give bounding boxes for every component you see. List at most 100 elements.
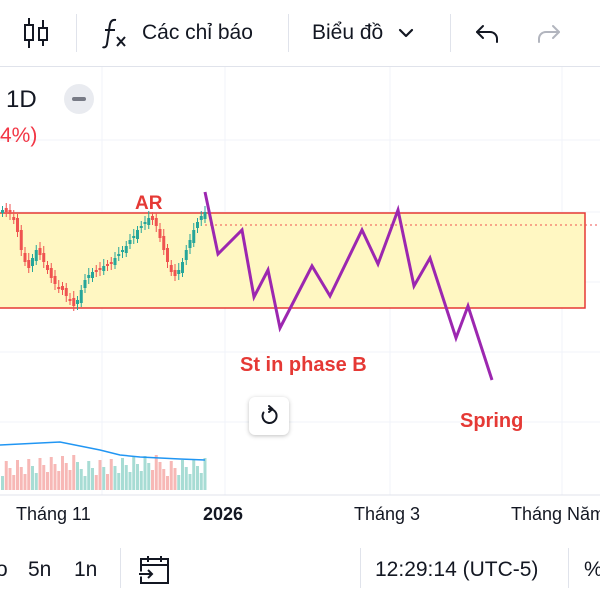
calendar-goto-icon <box>138 556 169 584</box>
candlestick-icon <box>24 18 48 48</box>
volume-bar <box>102 467 106 490</box>
volume-bar <box>19 467 23 490</box>
wyckoff-projection-line[interactable] <box>203 191 494 381</box>
candle-body <box>181 262 184 273</box>
candle-body <box>184 250 188 260</box>
volume-bar <box>98 460 102 490</box>
reset-chart-button[interactable] <box>249 397 289 435</box>
toolbar-divider <box>76 14 77 52</box>
ar-label: AR <box>135 193 163 214</box>
candle-body <box>188 240 192 248</box>
time-label-thang-nam: Tháng Năm <box>511 504 600 524</box>
percent-scale-toggle[interactable]: % <box>584 540 600 600</box>
volume-bar <box>53 464 57 490</box>
candle-body <box>61 286 64 290</box>
candle-body <box>8 210 12 214</box>
volume-bar <box>166 476 169 490</box>
undo-button[interactable] <box>474 0 500 66</box>
volume-bar <box>76 462 79 490</box>
volume-bar <box>154 455 158 490</box>
candle-body <box>106 264 109 266</box>
volume-bar <box>162 469 166 490</box>
candle-body <box>177 270 181 274</box>
volume-bar <box>4 461 8 490</box>
candle-body <box>83 280 87 288</box>
clock-timezone[interactable]: 12:29:14 (UTC-5) <box>375 558 539 581</box>
candle-body <box>72 298 76 306</box>
volume-bar <box>128 472 132 490</box>
redo-icon <box>538 25 560 43</box>
bottom-divider <box>568 548 569 588</box>
volume-bar <box>57 471 61 490</box>
volume-bar <box>1 476 4 490</box>
volume-bar <box>27 459 31 490</box>
volume-bar <box>192 459 196 490</box>
volume-bar <box>72 455 76 490</box>
indicators-button[interactable]: Các chỉ báo <box>100 0 253 66</box>
candle-body <box>102 266 106 271</box>
volume-bar <box>12 475 16 490</box>
volume-bar <box>64 463 68 490</box>
candle-body <box>38 248 42 255</box>
volume-bar <box>169 461 173 490</box>
trading-range-box[interactable] <box>0 212 586 309</box>
range-button-1n[interactable]: 1n <box>74 558 98 581</box>
go-to-date-button[interactable] <box>138 540 172 600</box>
interval-label[interactable]: 1D <box>6 86 37 113</box>
volume-bar <box>139 471 143 490</box>
chart-pane[interactable]: AR St in phase B Spring Tháng 11 2026 Th… <box>0 67 600 527</box>
reset-icon <box>261 405 278 424</box>
change-percent: 4%) <box>0 124 38 147</box>
candle-body <box>4 208 8 212</box>
volume-bar <box>83 476 87 490</box>
candle-body <box>53 276 57 284</box>
volume-bar <box>91 468 94 490</box>
candle-body <box>68 299 72 301</box>
candle-body <box>16 218 19 232</box>
range-button-partial[interactable]: o <box>0 558 8 581</box>
volume-bar <box>124 465 128 490</box>
time-label-2026: 2026 <box>203 504 243 524</box>
spring-label: Spring <box>460 410 523 432</box>
function-icon <box>102 18 126 49</box>
st-phase-b-label: St in phase B <box>240 354 367 376</box>
candle-body <box>192 230 196 243</box>
collapse-legend-button[interactable] <box>64 84 94 114</box>
price-chart[interactable]: AR St in phase B Spring Tháng 11 2026 Th… <box>0 67 600 527</box>
chevron-down-icon <box>399 28 414 38</box>
volume-bar <box>158 462 162 490</box>
volume-bar <box>49 457 53 490</box>
redo-button[interactable] <box>536 0 562 66</box>
volume-bar <box>199 473 203 490</box>
volume-bar <box>143 456 147 490</box>
candle-body <box>109 262 113 264</box>
range-button-5n[interactable]: 5n <box>28 558 52 581</box>
volume-ma-line <box>0 441 206 461</box>
chart-type-dropdown[interactable]: Biểu đồ <box>312 0 415 66</box>
volume-bar <box>181 460 184 490</box>
bottom-divider <box>360 548 361 588</box>
volume-bar <box>68 470 72 490</box>
candle-body <box>49 268 53 278</box>
volume-bar <box>34 473 38 490</box>
volume-bar <box>203 458 207 490</box>
candle-body <box>117 254 121 256</box>
candle-body <box>34 250 38 261</box>
volume-bar <box>109 459 113 490</box>
candle-body <box>91 272 94 278</box>
candle-body <box>23 253 27 262</box>
time-label-thang-3: Tháng 3 <box>354 504 420 524</box>
candle-body <box>136 230 139 239</box>
volume-bar <box>196 466 199 490</box>
candle-body <box>121 250 124 252</box>
toolbar-divider <box>450 14 451 52</box>
candle-body <box>57 287 61 289</box>
candle-body <box>64 288 68 296</box>
candle-body <box>42 253 46 262</box>
volume-bar <box>106 474 109 490</box>
candlestick-style-button[interactable] <box>22 0 56 66</box>
bottom-toolbar: o 5n 1n 12:29:14 (UTC-5) % <box>0 540 600 600</box>
top-toolbar: Các chỉ báo Biểu đồ <box>0 0 600 67</box>
volume-bar <box>42 465 46 490</box>
candle-body <box>169 265 173 272</box>
